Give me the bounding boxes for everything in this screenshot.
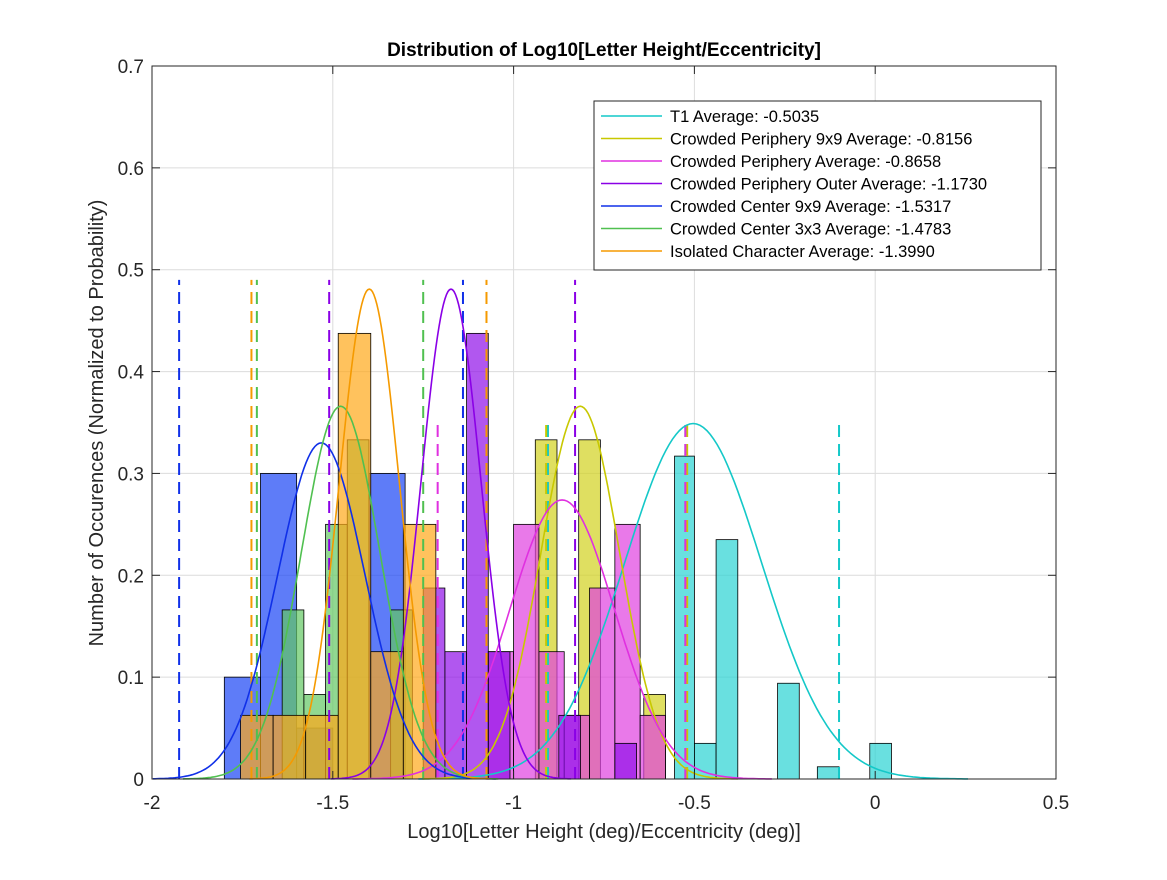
legend-entry: Crowded Center 9x9 Average: -1.5317 (670, 198, 951, 216)
histogram-bar (305, 714, 339, 780)
y-axis-label: Number of Occurences (Normalized to Prob… (86, 200, 108, 647)
x-tick-label: -2 (144, 793, 161, 814)
y-tick-label: 0.6 (118, 159, 144, 180)
y-tick-label: 0.4 (118, 363, 145, 384)
y-tick-label: 0.5 (118, 261, 144, 282)
legend-entry: Crowded Periphery Average: -0.8658 (670, 153, 941, 171)
y-tick-label: 0.1 (118, 668, 144, 689)
legend-entry: Crowded Center 3x3 Average: -1.4783 (670, 221, 951, 239)
normal-fit-curves (152, 288, 968, 780)
y-tick-label: 0.3 (118, 464, 144, 485)
plot-frame (151, 65, 1057, 780)
x-tick-label: -1 (505, 793, 522, 814)
histogram-bar (777, 682, 800, 780)
fit-curve (182, 405, 499, 780)
fit-curve (249, 288, 490, 780)
y-tick-label: 0 (133, 770, 144, 791)
x-tick-label: 0.5 (1043, 793, 1069, 814)
histogram-bar (513, 523, 540, 780)
x-axis-label: Log10[Letter Height (deg)/Eccentricity (… (407, 821, 801, 843)
x-tick-label: -1.5 (316, 793, 349, 814)
fit-curve (152, 442, 497, 780)
legend-entry: Crowded Periphery Outer Average: -1.1730 (670, 176, 987, 194)
histogram-bar (466, 332, 489, 780)
histogram-bar (558, 714, 581, 780)
dashed-reference-lines (178, 279, 841, 779)
fit-curve (422, 405, 738, 780)
histogram-bar (337, 332, 372, 780)
histogram-bar (272, 714, 307, 780)
y-tick-label: 0.2 (118, 566, 144, 587)
chart-title: Distribution of Log10[Letter Height/Ecce… (387, 40, 821, 61)
legend: T1 Average: -0.5035 Crowded Periphery 9x9… (593, 100, 1042, 271)
legend-entry: Isolated Character Average: -1.3990 (670, 243, 935, 261)
histogram-bar (614, 742, 637, 780)
histogram-bar (639, 714, 666, 780)
legend-box (593, 100, 1042, 271)
legend-entry: T1 Average: -0.5035 (670, 108, 819, 126)
fit-curve (331, 288, 572, 780)
legend-entry: Crowded Periphery 9x9 Average: -0.8156 (670, 131, 972, 149)
histogram-bar (589, 587, 616, 780)
y-tick-label: 0.7 (118, 57, 144, 78)
histogram-bar (694, 742, 717, 780)
histogram-bar (816, 766, 840, 780)
axis-ticks: -2 -1.5 -1 -0.5 0 0.5 0 0.1 0.2 0.3 0.4 0.5 0.6 0.7 (118, 57, 1070, 814)
fit-curve (418, 422, 968, 780)
x-tick-label: 0 (870, 793, 881, 814)
x-tick-label: -0.5 (678, 793, 711, 814)
histogram-bar (869, 742, 892, 780)
fit-curve (352, 499, 772, 780)
histogram-bar (715, 539, 739, 780)
